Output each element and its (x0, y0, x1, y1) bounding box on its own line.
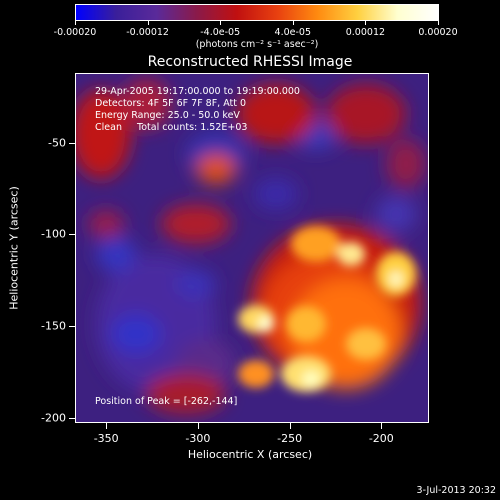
x-axis-tick-label: -300 (185, 432, 211, 445)
x-axis-title: Heliocentric X (arcsec) (187, 448, 313, 461)
colorbar-tick-label: -0.00012 (126, 27, 169, 38)
x-axis-tick-label: -200 (368, 432, 394, 445)
timestamp: 3-Jul-2013 20:32 (416, 485, 496, 496)
flux-map (76, 74, 428, 422)
x-axis-tick (289, 423, 291, 429)
info-time-range: 29-Apr-2005 19:17:00.000 to 19:19:00.000 (95, 86, 300, 97)
x-axis-tick-label: -250 (277, 432, 303, 445)
colorbar-tick-label: -4.0e-05 (200, 27, 241, 38)
info-clean-counts: Clean Total counts: 1.52E+03 (95, 122, 248, 133)
info-detectors: Detectors: 4F 5F 6F 7F 8F, Att 0 (95, 98, 247, 109)
y-axis-tick (69, 234, 75, 236)
colorbar-tick-label: 4.0e-05 (274, 27, 312, 38)
colorbar-tick-label: -0.00020 (53, 27, 97, 38)
colorbar-tick (292, 20, 294, 25)
image-title: Reconstructed RHESSI Image (147, 54, 353, 70)
colorbar-tick-label: 0.00012 (345, 27, 386, 38)
y-axis-tick-label: -100 (41, 227, 66, 241)
info-energy-range: Energy Range: 25.0 - 50.0 keV (95, 110, 240, 121)
colorbar-tick (220, 20, 222, 25)
colorbar-tick (147, 20, 149, 25)
x-axis-tick-label: -350 (93, 432, 119, 445)
colorbar-units: (photons cm⁻² s⁻¹ asec⁻²) (195, 39, 319, 50)
x-axis-tick (106, 423, 108, 429)
colorbar-tick-label: 0.00020 (418, 27, 458, 38)
y-axis-tick (69, 417, 75, 419)
x-axis-tick (197, 423, 199, 429)
y-axis-tick (69, 325, 75, 327)
colorbar-tick (438, 20, 439, 25)
y-axis-tick-label: -200 (41, 411, 66, 424)
peak-position-label: Position of Peak = [-262,-144] (95, 396, 238, 407)
y-axis-title: Heliocentric Y (arcsec) (7, 186, 21, 310)
y-axis-tick-label: -50 (48, 136, 66, 150)
colorbar-tick (365, 20, 367, 25)
colorbar (75, 4, 439, 21)
x-axis-tick (381, 423, 383, 429)
colorbar-tick (75, 20, 76, 25)
image-plot-area: 29-Apr-2005 19:17:00.000 to 19:19:00.000… (75, 73, 429, 423)
y-axis-tick (69, 142, 75, 144)
y-axis-tick-label: -150 (41, 319, 66, 333)
